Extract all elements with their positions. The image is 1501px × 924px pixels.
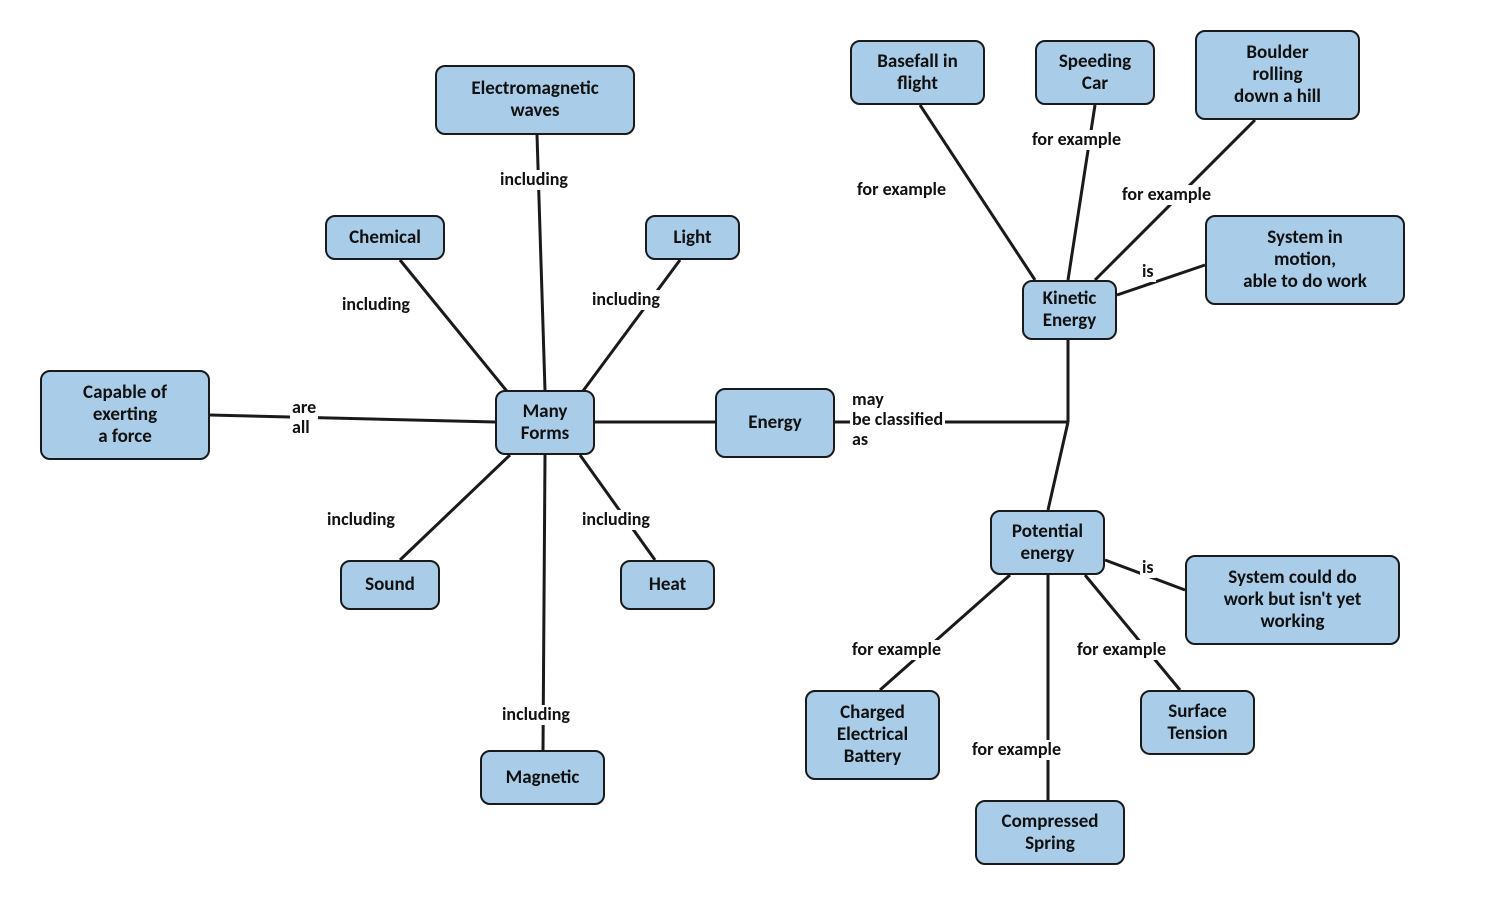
- node-potential: Potentialenergy: [990, 510, 1105, 575]
- edge-line: [400, 260, 510, 395]
- edge-label: for example: [1120, 185, 1213, 205]
- edge-label: for example: [855, 180, 948, 200]
- edge-label: including: [500, 705, 572, 725]
- edge-line: [1048, 422, 1068, 510]
- edge-line: [210, 415, 495, 422]
- edge-label: is: [1140, 262, 1156, 282]
- node-manyforms: ManyForms: [495, 390, 595, 455]
- edge-label: for example: [850, 640, 943, 660]
- edge-line: [1117, 265, 1205, 295]
- node-battery: ChargedElectricalBattery: [805, 690, 940, 780]
- edge-label: including: [498, 170, 570, 190]
- node-light: Light: [645, 215, 740, 260]
- edge-layer: [0, 0, 1501, 924]
- edge-label: including: [580, 510, 652, 530]
- node-sound: Sound: [340, 560, 440, 610]
- node-capable: Capable ofexertinga force: [40, 370, 210, 460]
- edge-label: including: [590, 290, 662, 310]
- node-boulder: Boulderrollingdown a hill: [1195, 30, 1360, 120]
- edge-label: for example: [970, 740, 1063, 760]
- edge-label: is: [1140, 558, 1156, 578]
- edge-label: areall: [290, 398, 318, 438]
- node-magnetic: Magnetic: [480, 750, 605, 805]
- edge-label: including: [340, 295, 412, 315]
- node-speeding: SpeedingCar: [1035, 40, 1155, 105]
- edge-label: for example: [1030, 130, 1123, 150]
- node-syscould: System could dowork but isn't yetworking: [1185, 555, 1400, 645]
- node-tension: SurfaceTension: [1140, 690, 1255, 755]
- edge-line: [400, 455, 510, 560]
- edge-label: maybe classifiedas: [850, 390, 945, 449]
- node-energy: Energy: [715, 388, 835, 458]
- edge-line: [880, 575, 1010, 690]
- edge-label: for example: [1075, 640, 1168, 660]
- node-heat: Heat: [620, 560, 715, 610]
- edge-label: including: [325, 510, 397, 530]
- node-spring: CompressedSpring: [975, 800, 1125, 865]
- node-em: Electromagneticwaves: [435, 65, 635, 135]
- edge-line: [1085, 575, 1180, 690]
- node-sysmotion: System inmotion,able to do work: [1205, 215, 1405, 305]
- edge-line: [580, 260, 680, 395]
- node-kinetic: KineticEnergy: [1022, 280, 1117, 340]
- node-basefall: Basefall inflight: [850, 40, 985, 105]
- node-chemical: Chemical: [325, 215, 445, 260]
